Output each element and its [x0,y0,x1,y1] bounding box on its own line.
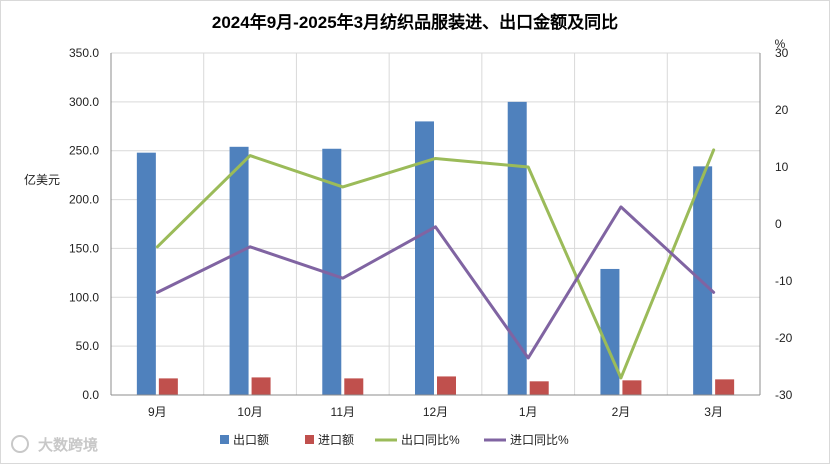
y-tick-label: 0.0 [82,388,99,402]
legend-swatch [220,435,229,444]
series-line [155,148,716,380]
y-tick-label: 50.0 [76,339,100,353]
bar [600,268,620,395]
watermark-logo-icon [11,435,29,453]
y-tick-label: 300.0 [69,95,99,109]
bar [251,377,271,395]
y2-tick-label: 0 [775,217,782,231]
y2-axis-label: % [775,37,786,51]
bar [507,101,527,395]
bar [437,376,456,395]
y-tick-label: 100.0 [69,290,99,304]
bar [529,381,549,395]
legend: 出口额 进口额 出口同比% 进口同比% [220,433,569,447]
y-tick-label: 200.0 [69,193,99,207]
y2-tick-label: 30 [775,46,789,60]
bar [622,380,642,395]
x-tick-label: 10月 [237,405,262,419]
x-tick-label: 1月 [519,405,538,419]
x-tick-label: 12月 [423,405,448,419]
bar [158,378,178,395]
watermark-text: 大数跨境 [38,436,98,454]
axes-group: 0.0 50.0 100.0 150.0 200.0 250.0 300.0 350.0 30 2… [69,46,793,419]
x-tick-label: 9月 [148,405,167,419]
y-axis-label: 亿美元 [24,172,60,187]
series-line [155,205,716,360]
bar [322,148,342,395]
y2-tick-label: 20 [775,103,789,117]
legend-label: 进口同比% [510,433,569,447]
bar [229,146,249,395]
x-tick-label: 2月 [612,405,631,419]
y2-tick-label: -30 [775,388,793,402]
y2-tick-label: -20 [775,331,793,345]
y-tick-label: 150.0 [69,241,99,255]
y-tick-label: 250.0 [69,144,99,158]
legend-label: 出口额 [233,433,269,447]
line-series-group [155,148,716,380]
gridlines [110,52,761,396]
bar [344,378,364,395]
legend-label: 进口额 [318,433,354,447]
chart-title: 2024年9月-2025年3月纺织品服装进、出口金额及同比 [212,12,618,32]
y2-tick-label: 10 [775,160,789,174]
y-tick-label: 350.0 [69,46,99,60]
y2-tick-label: -10 [775,274,793,288]
bar [136,152,156,395]
legend-swatch [305,435,314,444]
watermark: 大数跨境 [11,435,98,454]
bar [715,379,735,395]
x-tick-label: 11月 [331,405,355,419]
bar [415,121,434,396]
x-tick-label: 3月 [704,405,723,419]
legend-label: 出口同比% [401,433,460,447]
